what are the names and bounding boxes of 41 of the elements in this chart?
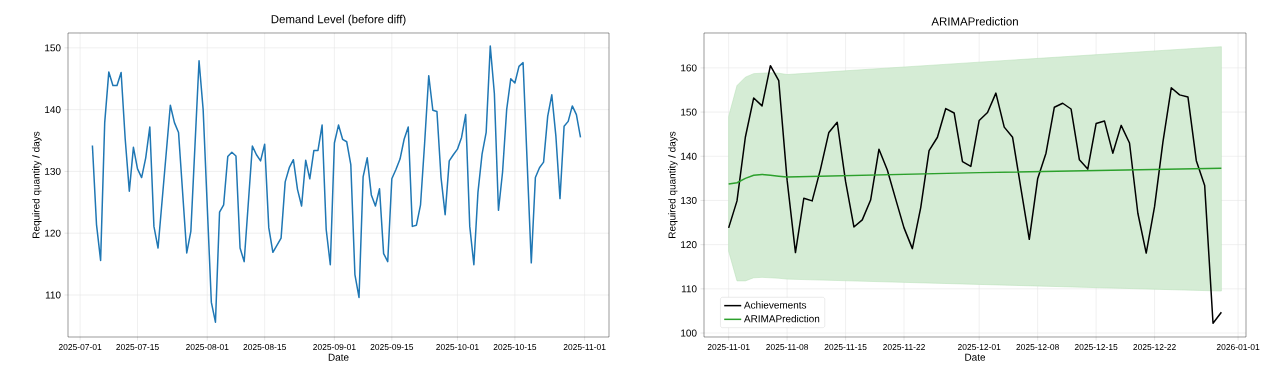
x-tick-label: 2025-08-01: [186, 344, 229, 351]
y-tick-label: 130: [45, 167, 61, 175]
y-tick-label: 100: [681, 329, 697, 337]
line-series: [91, 45, 582, 323]
x-tick-label: 2025-08-15: [243, 344, 286, 351]
legend-label: ARIMAPrediction: [743, 314, 820, 323]
x-tick-label: 2025-12-01: [957, 344, 1001, 351]
y-tick-label: 140: [681, 152, 697, 160]
x-tick-label: 2025-12-15: [1074, 344, 1118, 351]
line-series: [727, 167, 1223, 185]
x-tick-label: 2025-11-22: [883, 344, 925, 351]
y-axis-title: Required quantity / days: [32, 131, 42, 238]
y-tick-label: 160: [681, 64, 697, 72]
x-tick-label: 2025-09-01: [313, 344, 356, 351]
x-tick-label: 2026-01-01: [1216, 344, 1260, 351]
line-series: [727, 64, 1223, 325]
y-tick-label: 130: [681, 196, 697, 204]
y-tick-label: 150: [45, 44, 61, 52]
y-axis-title: Required quantity / days: [668, 131, 678, 238]
x-axis-title: Date: [328, 353, 349, 361]
y-tick-label: 110: [681, 285, 697, 293]
x-tick-label: 2025-12-22: [1133, 344, 1176, 351]
chart-title: Demand Level (before diff): [271, 14, 406, 26]
x-tick-label: 2025-11-01: [707, 344, 750, 351]
x-tick-label: 2025-07-01: [58, 344, 102, 351]
y-tick-label: 120: [45, 229, 61, 237]
x-tick-label: 2025-11-01: [563, 344, 606, 351]
legend-label: Achievements: [743, 301, 807, 309]
x-tick-label: 2025-11-08: [766, 344, 809, 351]
x-tick-label: 2025-10-15: [493, 344, 537, 351]
x-tick-label: 2025-12-08: [1016, 344, 1059, 351]
x-tick-label: 2025-11-15: [824, 344, 867, 351]
chart-title: ARIMAPrediction: [931, 17, 1018, 26]
x-tick-label: 2025-10-01: [436, 344, 479, 351]
y-tick-label: 140: [45, 106, 61, 114]
y-tick-label: 120: [681, 241, 697, 249]
x-axis-title: Date: [965, 353, 986, 361]
y-tick-label: 110: [45, 291, 61, 299]
x-tick-label: 2025-07-15: [116, 344, 159, 351]
x-tick-label: 2025-09-15: [370, 344, 414, 351]
y-tick-label: 150: [681, 108, 697, 116]
